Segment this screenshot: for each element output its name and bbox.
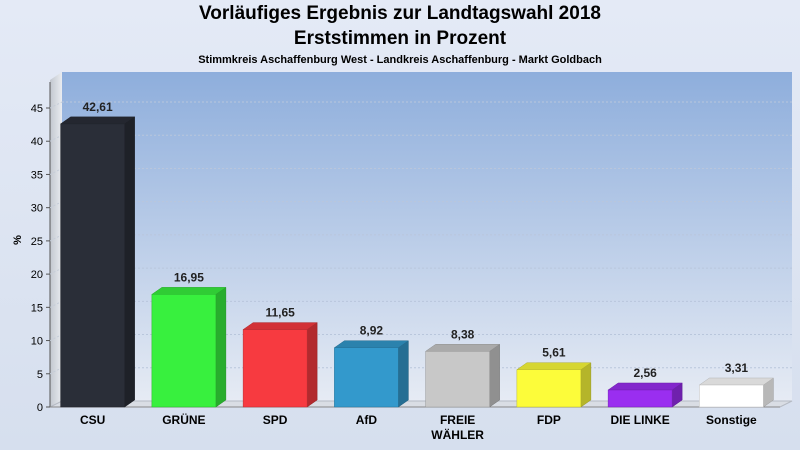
chart-title: Vorläufiges Ergebnis zur Landtagswahl 20… xyxy=(199,3,601,24)
bar-front xyxy=(516,369,582,408)
bar-value-label: 11,65 xyxy=(265,306,295,320)
x-tick-label: SPD xyxy=(263,413,288,427)
bar-top xyxy=(333,340,410,348)
y-tick-label: 25 xyxy=(31,236,43,248)
bar-side xyxy=(306,322,318,408)
bar-grüne: 16,95 xyxy=(151,270,227,408)
chart-title-line2: Erststimmen in Prozent xyxy=(293,28,507,49)
bar-csu: 42,61 xyxy=(59,100,136,408)
x-tick-label: WÄHLER xyxy=(431,427,484,442)
bar-value-label: 3,31 xyxy=(725,361,749,375)
chart-subtitle: Stimmkreis Aschaffenburg West - Landkrei… xyxy=(198,54,602,66)
y-tick-label: 0 xyxy=(37,402,43,414)
bar-front xyxy=(334,347,399,408)
y-tick-label: 30 xyxy=(31,203,43,215)
y-tick-label: 15 xyxy=(31,302,43,314)
y-tick-label: 5 xyxy=(37,369,43,381)
bar-top xyxy=(607,382,683,391)
bar-value-label: 8,92 xyxy=(360,324,384,338)
x-tick-label: Sonstige xyxy=(706,413,757,427)
x-tick-label: FREIE xyxy=(440,413,475,427)
bars: 42,61 16,95 11,65 8,92 8,38 5,61 2,56 3,31 xyxy=(59,100,775,408)
bar-side xyxy=(398,340,409,408)
y-tick-label: 35 xyxy=(31,169,43,181)
bar-side xyxy=(124,116,135,408)
bar-afd: 8,92 xyxy=(333,324,410,408)
x-tick-label: CSU xyxy=(80,413,105,427)
bar-front xyxy=(60,123,125,408)
bar-front xyxy=(242,329,308,408)
bar-value-label: 8,38 xyxy=(451,327,475,341)
bar-side xyxy=(215,286,227,408)
bar-top xyxy=(516,362,592,370)
bar-top xyxy=(698,377,775,386)
bar-side xyxy=(580,362,592,408)
x-tick-label: FDP xyxy=(537,413,561,427)
bar-sonstige: 3,31 xyxy=(698,361,775,408)
y-axis: 0 5 10 15 20 25 30 35 40 45 xyxy=(31,103,50,414)
bar-top xyxy=(424,344,501,352)
bar-top xyxy=(59,116,136,125)
bar-front xyxy=(425,351,490,408)
bar-front xyxy=(607,389,673,408)
bar-freie-wähler: 8,38 xyxy=(424,327,501,408)
y-tick-label: 10 xyxy=(31,336,43,348)
plot-side-wall xyxy=(50,72,62,407)
bar-value-label: 42,61 xyxy=(83,100,113,114)
x-tick-label: DIE LINKE xyxy=(610,413,669,427)
bar-top xyxy=(151,287,227,295)
y-tick-label: 20 xyxy=(31,269,43,281)
bar-value-label: 5,61 xyxy=(542,346,566,360)
bar-top xyxy=(242,322,318,330)
x-tick-label: GRÜNE xyxy=(162,412,205,427)
bar-front xyxy=(699,384,764,408)
bar-front xyxy=(151,294,217,408)
y-axis-label: % xyxy=(12,235,24,245)
bar-side xyxy=(489,343,500,408)
bar-spd: 11,65 xyxy=(242,306,318,408)
bar-value-label: 16,95 xyxy=(174,270,204,284)
bar-die-linke: 2,56 xyxy=(607,366,683,408)
y-tick-label: 45 xyxy=(31,103,43,115)
bar-value-label: 2,56 xyxy=(633,366,657,380)
y-tick-label: 40 xyxy=(31,136,43,148)
bar-fdp: 5,61 xyxy=(516,346,592,408)
x-tick-label: AfD xyxy=(356,413,378,427)
